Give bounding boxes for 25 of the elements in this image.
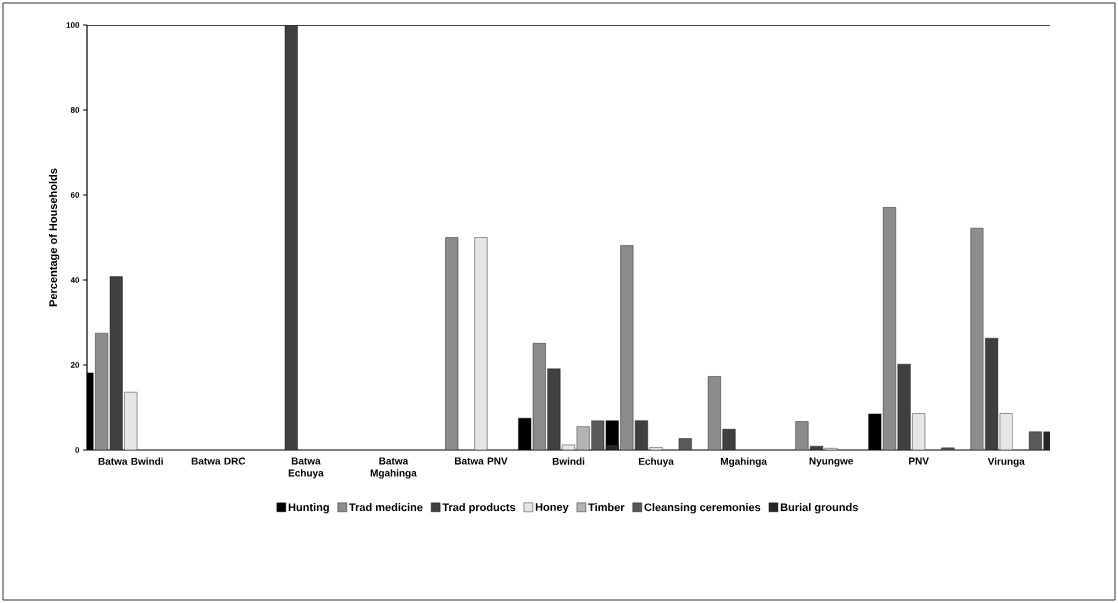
legend-label: Hunting [288,503,329,514]
legend-label: Trad medicine [349,503,423,512]
y-tick-label: 80 [70,107,80,113]
x-tick-label: Batwa PNV [454,457,508,465]
x-tick-label: Nyungwe [809,457,854,467]
x-tick-label: Batwa DRC [191,457,246,465]
y-tick-label: 100 [66,22,80,28]
legend-label: Timber [588,503,625,512]
y-tick-label: 40 [70,277,80,283]
y-axis-title: Percentage of Households [48,168,60,307]
x-tick-label: Mgahinga [720,457,768,467]
y-tick-label: 0 [75,447,80,453]
x-tick-label: Batwa Echuya [288,457,324,479]
legend-label: Honey [535,503,569,514]
x-tick-label: Bwindi [552,457,585,465]
y-tick-label: 20 [70,362,80,368]
x-tick-label: Batwa Bwindi [98,457,163,465]
x-tick-label: PNV [909,457,929,465]
legend-label: Burial grounds [780,503,858,514]
x-tick-label: Batwa Mgahinga [370,457,417,479]
legend-label: Trad products [442,503,516,514]
x-tick-label: Echuya [638,457,674,467]
y-tick-label: 60 [70,192,80,198]
legend-label: Cleansing ceremonies [644,503,761,514]
x-tick-label: Virunga [987,457,1025,467]
